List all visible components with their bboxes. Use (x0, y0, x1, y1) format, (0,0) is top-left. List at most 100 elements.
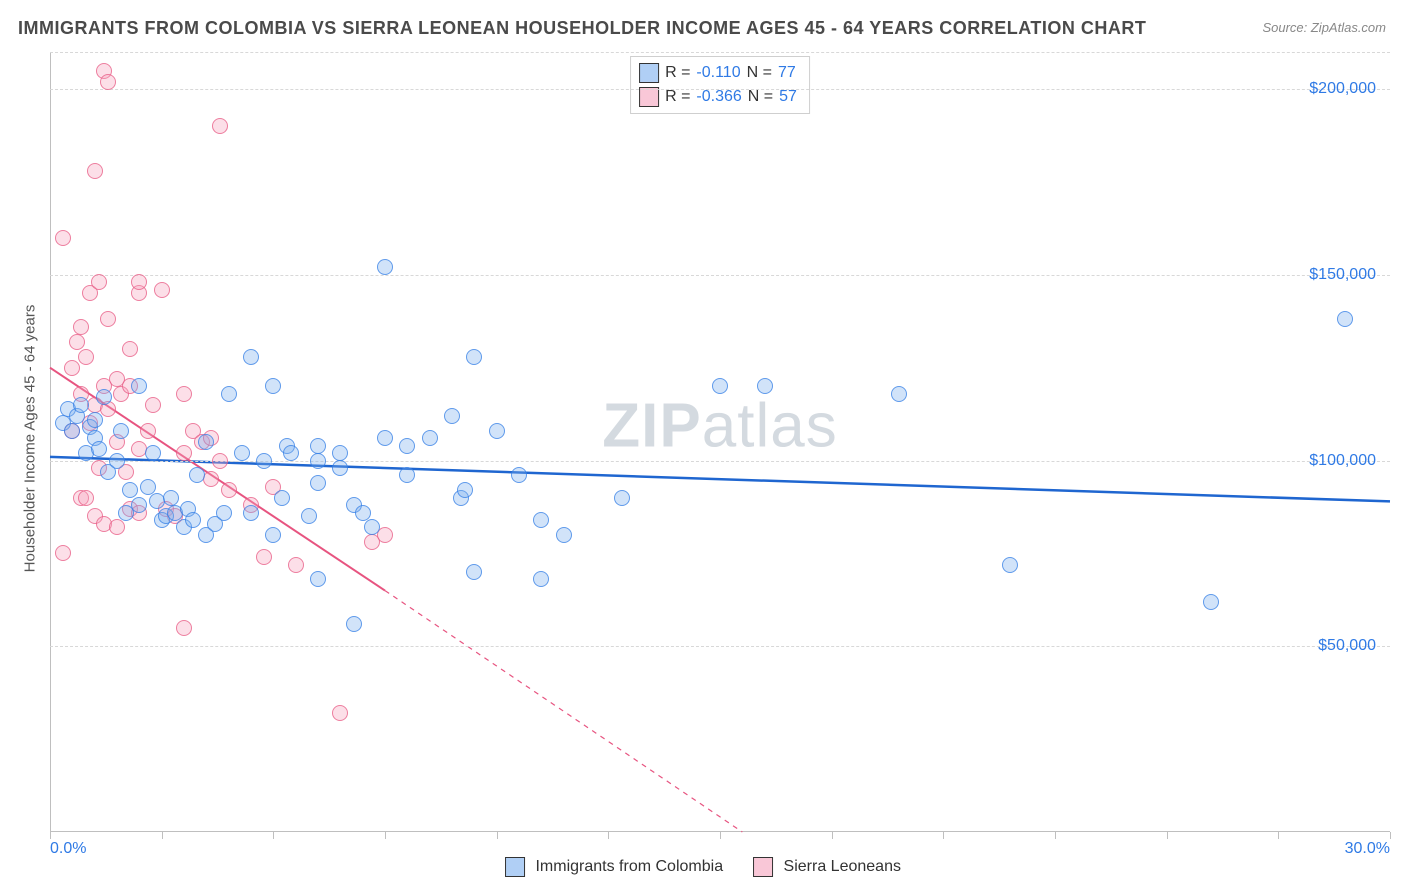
scatter-point (1337, 311, 1353, 327)
source-value: ZipAtlas.com (1311, 20, 1386, 35)
x-tick-label-left: 0.0% (50, 840, 86, 858)
scatter-point (377, 430, 393, 446)
scatter-point (131, 497, 147, 513)
x-tick (1390, 832, 1391, 839)
scatter-point (301, 508, 317, 524)
source-credit: Source: ZipAtlas.com (1262, 20, 1386, 35)
scatter-point (712, 378, 728, 394)
scatter-point (614, 490, 630, 506)
x-tick (273, 832, 274, 839)
legend-swatch-blue-icon (639, 63, 659, 83)
x-tick (497, 832, 498, 839)
scatter-point (283, 445, 299, 461)
scatter-point (73, 397, 89, 413)
scatter-point (113, 423, 129, 439)
scatter-point (399, 438, 415, 454)
y-tick-label: $100,000 (1309, 452, 1376, 470)
scatter-point (221, 386, 237, 402)
scatter-point (198, 434, 214, 450)
x-tick (50, 832, 51, 839)
scatter-point (91, 274, 107, 290)
scatter-point (96, 389, 112, 405)
legend-item-pink: Sierra Leoneans (753, 857, 901, 877)
gridline-h (50, 52, 1390, 53)
scatter-point (243, 505, 259, 521)
legend-item-blue: Immigrants from Colombia (505, 857, 723, 877)
scatter-point (78, 490, 94, 506)
n-value-blue: 77 (778, 61, 796, 85)
r-value-blue: -0.110 (696, 61, 740, 85)
scatter-point (243, 349, 259, 365)
scatter-point (131, 274, 147, 290)
x-tick (1167, 832, 1168, 839)
x-tick (1278, 832, 1279, 839)
x-tick (943, 832, 944, 839)
scatter-point (55, 230, 71, 246)
scatter-point (332, 460, 348, 476)
scatter-point (176, 620, 192, 636)
scatter-point (332, 705, 348, 721)
trend-line (385, 591, 742, 832)
scatter-point (73, 319, 89, 335)
scatter-point (346, 616, 362, 632)
scatter-point (288, 557, 304, 573)
scatter-point (310, 475, 326, 491)
scatter-point (140, 479, 156, 495)
scatter-point (91, 441, 107, 457)
n-label-prefix: N = (747, 61, 772, 85)
scatter-point (332, 445, 348, 461)
plot-area: R = -0.110 N = 77 R = -0.366 N = 57 ZIPa… (50, 52, 1390, 832)
scatter-point (265, 527, 281, 543)
scatter-point (100, 311, 116, 327)
scatter-point (489, 423, 505, 439)
scatter-point (274, 490, 290, 506)
scatter-point (122, 341, 138, 357)
gridline-h (50, 646, 1390, 647)
scatter-point (131, 378, 147, 394)
trend-line (50, 457, 1390, 502)
scatter-point (122, 482, 138, 498)
scatter-point (176, 445, 192, 461)
y-tick-label: $50,000 (1318, 637, 1376, 655)
scatter-point (154, 282, 170, 298)
scatter-point (377, 259, 393, 275)
scatter-point (189, 467, 205, 483)
scatter-point (87, 412, 103, 428)
scatter-point (176, 386, 192, 402)
scatter-point (163, 490, 179, 506)
scatter-point (185, 512, 201, 528)
scatter-point (355, 505, 371, 521)
scatter-point (265, 378, 281, 394)
gridline-h (50, 275, 1390, 276)
source-label: Source: (1262, 20, 1310, 35)
series-legend: Immigrants from Colombia Sierra Leoneans (505, 857, 901, 877)
scatter-point (399, 467, 415, 483)
legend-swatch-pink-icon (753, 857, 773, 877)
scatter-point (556, 527, 572, 543)
y-axis-label-wrap: Householder Income Ages 45 - 64 years (10, 0, 40, 892)
legend-swatch-blue-icon (505, 857, 525, 877)
gridline-h (50, 461, 1390, 462)
y-tick-label: $200,000 (1309, 80, 1376, 98)
scatter-point (109, 519, 125, 535)
scatter-point (221, 482, 237, 498)
trend-lines-svg (50, 52, 1390, 832)
x-tick (720, 832, 721, 839)
scatter-point (78, 349, 94, 365)
correlation-row-blue: R = -0.110 N = 77 (639, 61, 797, 85)
correlation-legend: R = -0.110 N = 77 R = -0.366 N = 57 (630, 56, 810, 114)
scatter-point (55, 545, 71, 561)
legend-label-blue: Immigrants from Colombia (535, 858, 723, 875)
scatter-point (757, 378, 773, 394)
scatter-point (310, 453, 326, 469)
x-tick (385, 832, 386, 839)
scatter-point (212, 118, 228, 134)
r-label-prefix: R = (665, 61, 690, 85)
scatter-point (145, 397, 161, 413)
scatter-point (140, 423, 156, 439)
scatter-point (64, 360, 80, 376)
scatter-point (216, 505, 232, 521)
scatter-point (891, 386, 907, 402)
y-tick-label: $150,000 (1309, 266, 1376, 284)
scatter-point (444, 408, 460, 424)
